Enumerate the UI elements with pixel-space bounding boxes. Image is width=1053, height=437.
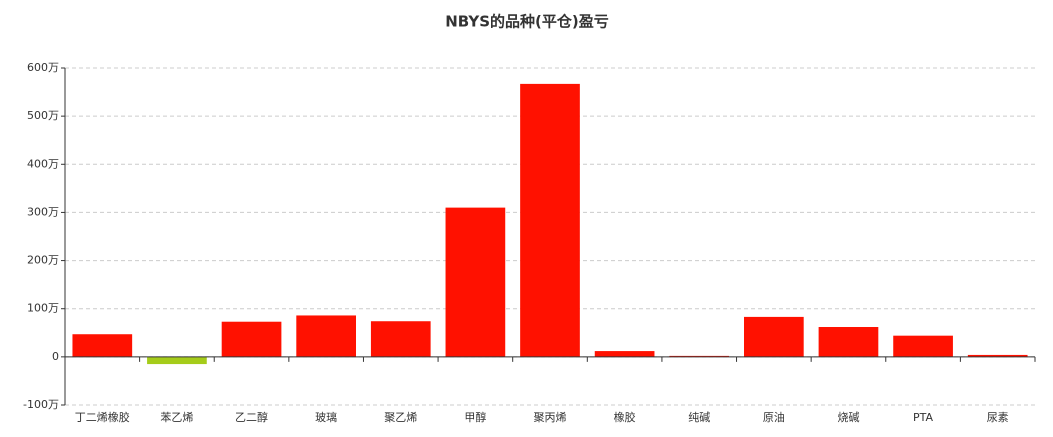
x-tick-label: 乙二醇	[235, 410, 268, 424]
bar	[72, 334, 133, 357]
y-tick-label: -100万	[23, 398, 59, 411]
x-tick-label: 丁二烯橡胶	[75, 410, 130, 424]
bar	[594, 351, 655, 357]
bar	[221, 321, 282, 357]
x-tick-label: 甲醇	[464, 410, 486, 424]
x-tick-label: 苯乙烯	[160, 410, 193, 424]
y-tick-label: 400万	[27, 157, 59, 170]
bar	[967, 354, 1028, 357]
bar	[296, 315, 356, 357]
x-tick-label: PTA	[913, 411, 933, 424]
y-tick-label: 600万	[27, 61, 59, 74]
x-tick-label: 玻璃	[315, 410, 337, 424]
x-tick-label: 纯碱	[688, 411, 710, 424]
chart-title: NBYS的品种(平仓)盈亏	[445, 13, 609, 31]
bar	[147, 356, 207, 365]
y-tick-label: 200万	[27, 254, 59, 267]
bar	[370, 321, 431, 357]
bar	[520, 83, 580, 357]
x-tick-label: 聚丙烯	[534, 411, 567, 424]
y-tick-label: 300万	[27, 205, 59, 218]
x-tick-label: 烧碱	[837, 411, 859, 424]
y-tick-label: 500万	[27, 109, 59, 122]
x-tick-label: 橡胶	[614, 410, 636, 424]
bar	[744, 316, 804, 357]
y-tick-label: 0	[52, 350, 59, 363]
bar	[818, 327, 879, 357]
y-tick-label: 100万	[27, 302, 59, 315]
x-tick-label: 尿素	[987, 411, 1009, 424]
bar	[893, 335, 953, 357]
x-tick-label: 原油	[763, 410, 785, 424]
bar	[445, 207, 506, 357]
x-tick-label: 聚乙烯	[384, 411, 417, 424]
